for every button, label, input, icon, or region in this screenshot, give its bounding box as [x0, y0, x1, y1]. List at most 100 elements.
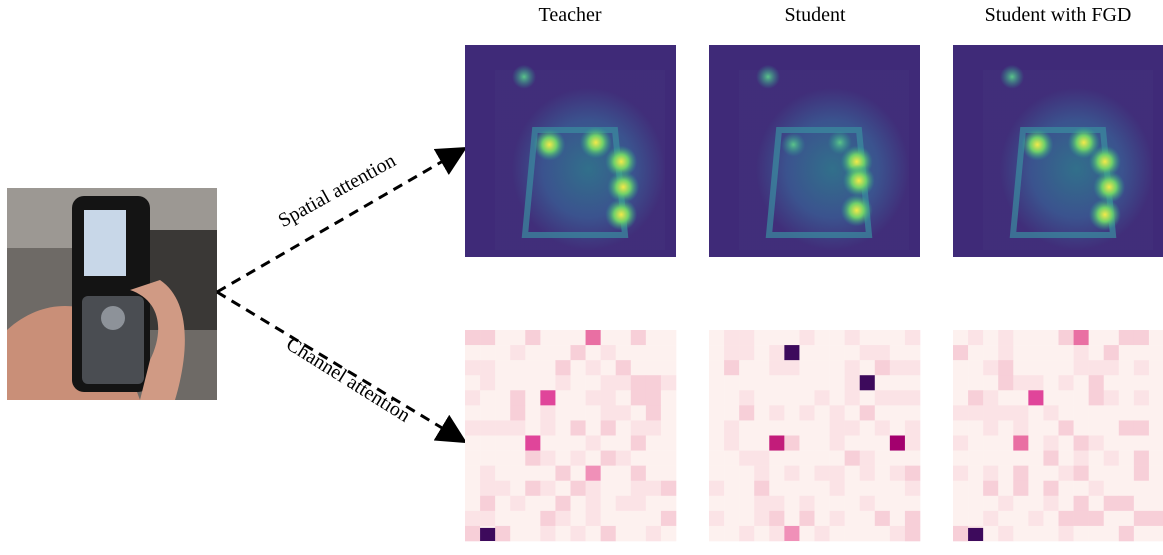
- channel-cell: [555, 510, 571, 527]
- channel-cell: [555, 375, 571, 391]
- channel-cell: [1043, 495, 1059, 512]
- channel-cell: [784, 480, 800, 497]
- channel-cell: [724, 450, 740, 466]
- channel-cell: [983, 495, 999, 512]
- channel-cell: [645, 510, 662, 527]
- channel-cell: [555, 330, 571, 346]
- channel-cell: [585, 525, 601, 542]
- channel-cell: [904, 375, 921, 391]
- channel-cell: [555, 480, 571, 497]
- channel-cell: [465, 420, 481, 436]
- channel-cell: [1028, 360, 1044, 376]
- channel-cell: [1043, 405, 1059, 421]
- channel-cell: [1028, 495, 1044, 512]
- channel-cell: [1148, 360, 1163, 376]
- channel-cell: [1028, 435, 1044, 451]
- channel-cell: [739, 525, 755, 542]
- channel-cell: [799, 450, 815, 466]
- channel-cell: [1133, 345, 1150, 361]
- channel-cell: [829, 360, 845, 376]
- channel-cell: [570, 420, 586, 436]
- channel-cell: [983, 480, 999, 497]
- channel-cell: [465, 480, 481, 497]
- channel-cell: [1013, 480, 1029, 497]
- channel-cell: [645, 330, 662, 346]
- channel-cell: [645, 375, 662, 391]
- channel-cell: [724, 405, 740, 421]
- channel-cell: [1073, 330, 1089, 346]
- channel-cell: [859, 510, 876, 527]
- channel-cell: [540, 405, 556, 421]
- channel-cell: [904, 525, 921, 542]
- channel-cell: [889, 450, 906, 466]
- channel-cell: [769, 495, 785, 512]
- channel-cell: [859, 390, 876, 406]
- channel-cell: [645, 525, 662, 542]
- channel-cell: [1043, 345, 1059, 361]
- channel-cell: [1088, 390, 1105, 406]
- channel-cell: [630, 345, 647, 361]
- channel-cell: [600, 345, 617, 361]
- channel-cell: [739, 420, 755, 436]
- channel-cell: [874, 525, 891, 542]
- channel-cell: [1013, 360, 1029, 376]
- channel-cell: [570, 330, 586, 346]
- channel-cell: [904, 420, 921, 436]
- channel-cell: [525, 525, 541, 542]
- channel-cell: [1148, 390, 1163, 406]
- channel-cell: [1118, 510, 1135, 527]
- channel-cell: [570, 510, 586, 527]
- channel-cell: [630, 510, 647, 527]
- channel-cell: [814, 390, 830, 406]
- channel-cell: [953, 480, 969, 497]
- channel-cell: [660, 345, 677, 361]
- channel-cell: [585, 360, 601, 376]
- channel-cell: [525, 495, 541, 512]
- channel-cell: [968, 465, 984, 482]
- channel-cell: [540, 450, 556, 466]
- channel-cell: [1058, 510, 1074, 527]
- channel-cell: [1013, 495, 1029, 512]
- channel-cell: [465, 495, 481, 512]
- channel-cell: [1058, 375, 1074, 391]
- channel-cell: [799, 435, 815, 451]
- channel-cell: [600, 435, 617, 451]
- input-photo: [7, 188, 217, 400]
- channel-cell: [998, 405, 1014, 421]
- channel-cell: [889, 480, 906, 497]
- channel-cell: [904, 480, 921, 497]
- channel-cell: [814, 450, 830, 466]
- channel-cell: [754, 450, 770, 466]
- channel-cell: [953, 435, 969, 451]
- channel-cell: [1073, 480, 1089, 497]
- spatial-spot: [1067, 126, 1100, 159]
- channel-cell: [799, 480, 815, 497]
- channel-cell: [1118, 330, 1135, 346]
- channel-cell: [585, 435, 601, 451]
- channel-cell: [615, 390, 632, 406]
- channel-cell: [585, 480, 601, 497]
- channel-cell: [709, 345, 725, 361]
- channel-cell: [540, 495, 556, 512]
- spatial-spot: [842, 164, 875, 197]
- channel-cell: [953, 330, 969, 346]
- channel-cell: [709, 495, 725, 512]
- channel-cell: [799, 405, 815, 421]
- channel-cell: [1103, 405, 1120, 421]
- channel-cell: [844, 360, 861, 376]
- channel-cell: [465, 390, 481, 406]
- channel-cell: [998, 360, 1014, 376]
- channel-cell: [540, 510, 556, 527]
- channel-cell: [600, 390, 617, 406]
- channel-cell: [630, 405, 647, 421]
- channel-cell: [1073, 405, 1089, 421]
- channel-cell: [859, 480, 876, 497]
- channel-cell: [709, 525, 725, 542]
- channel-cell: [1073, 525, 1089, 542]
- channel-cell: [769, 345, 785, 361]
- channel-cell: [1028, 480, 1044, 497]
- channel-cell: [540, 390, 556, 406]
- channel-cell: [495, 360, 511, 376]
- channel-cell: [1148, 420, 1163, 436]
- channel-cell: [953, 450, 969, 466]
